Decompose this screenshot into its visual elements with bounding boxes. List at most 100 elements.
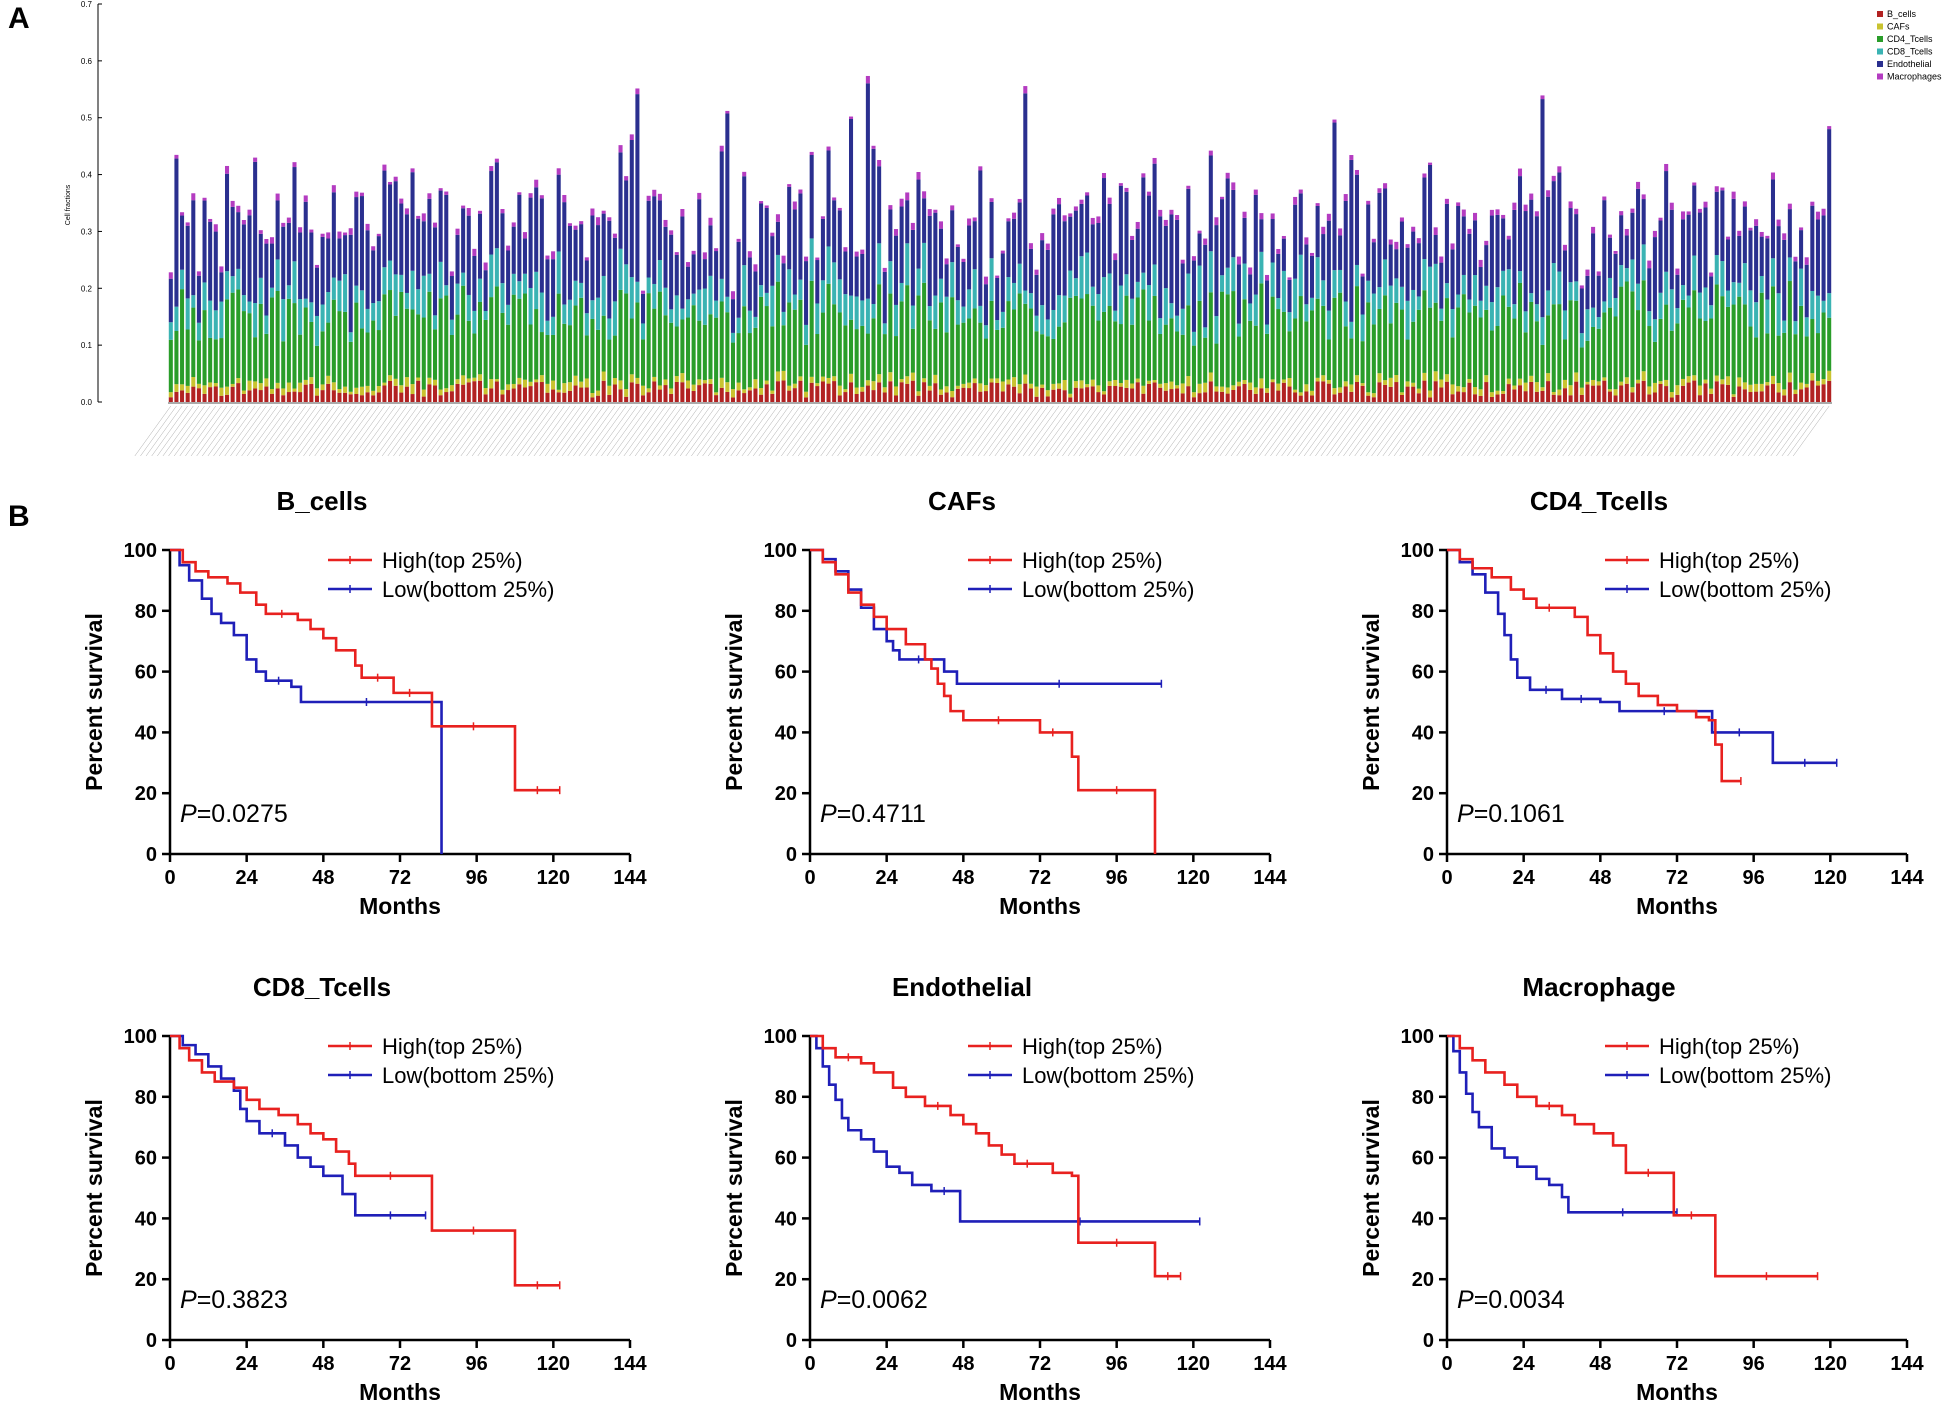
bar-segment-endothelial — [1085, 195, 1090, 253]
bar-segment-cd4-tcells — [500, 312, 505, 390]
bar-segment-cd8-tcells — [1281, 270, 1286, 312]
bar-segment-macrophages — [1349, 155, 1354, 160]
bar-segment-cd4-tcells — [1652, 341, 1657, 383]
bar-segment-cd8-tcells — [1248, 303, 1253, 321]
y-tick-label: 80 — [135, 601, 157, 623]
p-label: P — [1457, 800, 1474, 828]
x-tick-label: 0 — [164, 867, 175, 889]
bar-segment-endothelial — [1214, 225, 1219, 317]
bar-segment-cd4-tcells — [1714, 284, 1719, 376]
bar-segment-endothelial — [1624, 235, 1629, 269]
bar-segment-b-cells — [1163, 390, 1168, 402]
x-tick-label-mark — [1174, 405, 1212, 457]
y-tick-label: 100 — [764, 1026, 797, 1048]
bar-segment-cd8-tcells — [607, 318, 612, 340]
bar-segment-endothelial — [1422, 177, 1427, 260]
bar-segment-b-cells — [1652, 392, 1657, 402]
x-tick-label-mark — [1596, 405, 1633, 457]
bar-segment-cd8-tcells — [1720, 261, 1725, 297]
bar-segment-cd4-tcells — [1461, 294, 1466, 388]
bar-segment-b-cells — [1315, 381, 1320, 402]
bar-segment-cafs — [331, 382, 336, 391]
bar-segment-cd4-tcells — [899, 301, 904, 380]
bar-segment-cd4-tcells — [438, 298, 443, 390]
bar-segment-cafs — [646, 388, 651, 393]
legend-label-high: High(top 25%) — [1022, 1034, 1163, 1059]
bar-segment-cd8-tcells — [612, 301, 617, 336]
bar-segment-cafs — [1383, 380, 1388, 385]
x-tick-label-mark — [764, 405, 801, 457]
x-tick-label: 144 — [1890, 1353, 1924, 1375]
bar-segment-macrophages — [1242, 211, 1247, 218]
bar-segment-b-cells — [1017, 393, 1022, 402]
bar-segment-cd8-tcells — [1085, 252, 1090, 295]
bar-segment-cafs — [1197, 383, 1202, 394]
bar-segment-cd4-tcells — [1175, 331, 1180, 386]
bar-segment-cd8-tcells — [494, 248, 499, 287]
y-tick-label: 0 — [146, 1330, 157, 1352]
legend-label-high: High(top 25%) — [1022, 548, 1163, 573]
x-tick-label-mark — [1478, 405, 1515, 457]
bar-segment-cd8-tcells — [1073, 278, 1078, 296]
bar-segment-cafs — [506, 384, 511, 391]
bar-segment-cafs — [1006, 379, 1011, 385]
x-tick-label-mark — [151, 405, 188, 457]
bar-segment-b-cells — [1799, 389, 1804, 402]
x-tick-label-mark — [1421, 405, 1459, 457]
bar-segment-endothelial — [511, 226, 516, 274]
legend-label-low: Low(bottom 25%) — [382, 1063, 554, 1088]
bar-segment-endothelial — [359, 196, 364, 291]
bar-segment-endothelial — [792, 209, 797, 295]
y-tick-label: 20 — [775, 783, 797, 805]
bar-segment-endothelial — [348, 234, 353, 333]
bar-segment-macrophages — [556, 168, 561, 175]
bar-segment-b-cells — [494, 381, 499, 402]
bar-segment-endothelial — [1461, 216, 1466, 275]
bar-segment-cafs — [1079, 380, 1084, 389]
bar-segment-cafs — [1338, 387, 1343, 393]
bar-segment-cd4-tcells — [1366, 302, 1371, 393]
bar-segment-b-cells — [815, 386, 820, 402]
bar-segment-cafs — [213, 383, 218, 387]
x-tick-label-mark — [1686, 405, 1723, 457]
bar-segment-cd8-tcells — [1163, 288, 1168, 325]
bar-segment-cd8-tcells — [1158, 318, 1163, 334]
bar-segment-b-cells — [1248, 389, 1253, 402]
x-tick-label-mark — [1168, 405, 1206, 457]
bar-segment-cafs — [1534, 382, 1539, 392]
bar-segment-cd4-tcells — [922, 282, 927, 379]
bar-segment-cafs — [1821, 379, 1826, 385]
bar-segment-cd4-tcells — [843, 325, 848, 390]
bar-segment-cafs — [1287, 378, 1292, 387]
bar-segment-macrophages — [1765, 235, 1770, 239]
bar-segment-cd8-tcells — [1040, 305, 1045, 335]
bar-segment-endothelial — [1810, 205, 1815, 291]
bar-segment-cd4-tcells — [354, 302, 359, 388]
bar-segment-macrophages — [888, 205, 893, 210]
bar-segment-cafs — [511, 383, 516, 389]
bar-segment-cafs — [1366, 392, 1371, 396]
bar-segment-b-cells — [1259, 388, 1264, 402]
bar-segment-cafs — [1276, 383, 1281, 391]
x-tick-label: 48 — [952, 1353, 974, 1375]
bar-segment-endothelial — [657, 200, 662, 261]
bar-segment-cafs — [382, 382, 387, 386]
bar-segment-endothelial — [1697, 212, 1702, 293]
bar-segment-cafs — [759, 388, 764, 395]
bar-segment-b-cells — [1152, 382, 1157, 402]
x-tick-label-mark — [1056, 405, 1093, 457]
bar-segment-cafs — [910, 372, 915, 381]
bar-segment-cd4-tcells — [607, 339, 612, 386]
bar-segment-b-cells — [253, 388, 258, 402]
x-tick-label-mark — [1332, 405, 1369, 457]
bar-segment-macrophages — [1714, 186, 1719, 192]
bar-segment-b-cells — [1501, 393, 1506, 402]
bar-segment-macrophages — [646, 195, 651, 201]
bar-segment-cd8-tcells — [1782, 320, 1787, 333]
bar-segment-cafs — [624, 389, 629, 397]
bar-segment-cafs — [1090, 379, 1095, 387]
bar-segment-b-cells — [258, 390, 263, 402]
bar-segment-cd4-tcells — [1124, 295, 1129, 380]
x-tick-label-mark — [837, 405, 874, 457]
